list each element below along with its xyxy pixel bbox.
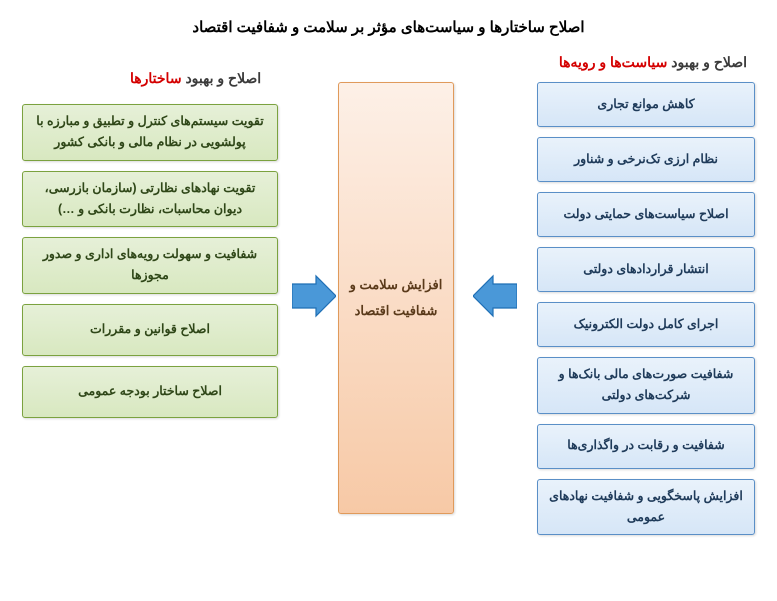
policy-item: اصلاح سیاست‌های حمایتی دولت — [537, 192, 755, 237]
structure-item: تقویت نهادهای نظارتی (سازمان بازرسی، دیو… — [22, 171, 278, 228]
structure-item: اصلاح قوانین و مقررات — [22, 304, 278, 356]
page-title: اصلاح ساختارها و سیاست‌های مؤثر بر سلامت… — [0, 0, 777, 44]
structures-column: تقویت سیستم‌های کنترل و تطبیق و مبارزه ب… — [22, 104, 278, 418]
subhead-policies: اصلاح و بهبود سیاست‌ها و رویه‌ها — [559, 54, 747, 71]
policy-item: شفافیت و رقابت در واگذاری‌ها — [537, 424, 755, 469]
policy-item: انتشار قراردادهای دولتی — [537, 247, 755, 292]
arrow-right-icon — [292, 274, 336, 318]
policy-item: شفافیت صورت‌های مالی بانک‌ها و شرکت‌های … — [537, 357, 755, 414]
subhead-policies-prefix: اصلاح و بهبود — [667, 54, 747, 70]
policies-column: کاهش موانع تجاری نظام ارزی تک‌نرخی و شنا… — [537, 82, 755, 535]
arrow-left-icon — [473, 274, 517, 318]
subhead-policies-accent: سیاست‌ها و رویه‌ها — [559, 54, 667, 70]
policy-item: اجرای کامل دولت الکترونیک — [537, 302, 755, 347]
subheads-row: اصلاح و بهبود سیاست‌ها و رویه‌ها اصلاح و… — [0, 44, 777, 74]
policy-item: نظام ارزی تک‌نرخی و شناور — [537, 137, 755, 182]
structure-item: تقویت سیستم‌های کنترل و تطبیق و مبارزه ب… — [22, 104, 278, 161]
structure-item: اصلاح ساختار بودجه عمومی — [22, 366, 278, 418]
structure-item: شفافیت و سهولت رویه‌های اداری و صدور مجو… — [22, 237, 278, 294]
center-goal-box: افزایش سلامت و شفافیت اقتصاد — [338, 82, 454, 514]
policy-item: کاهش موانع تجاری — [537, 82, 755, 127]
policy-item: افزایش پاسخگویی و شفافیت نهادهای عمومی — [537, 479, 755, 536]
diagram-area: کاهش موانع تجاری نظام ارزی تک‌نرخی و شنا… — [0, 74, 777, 594]
